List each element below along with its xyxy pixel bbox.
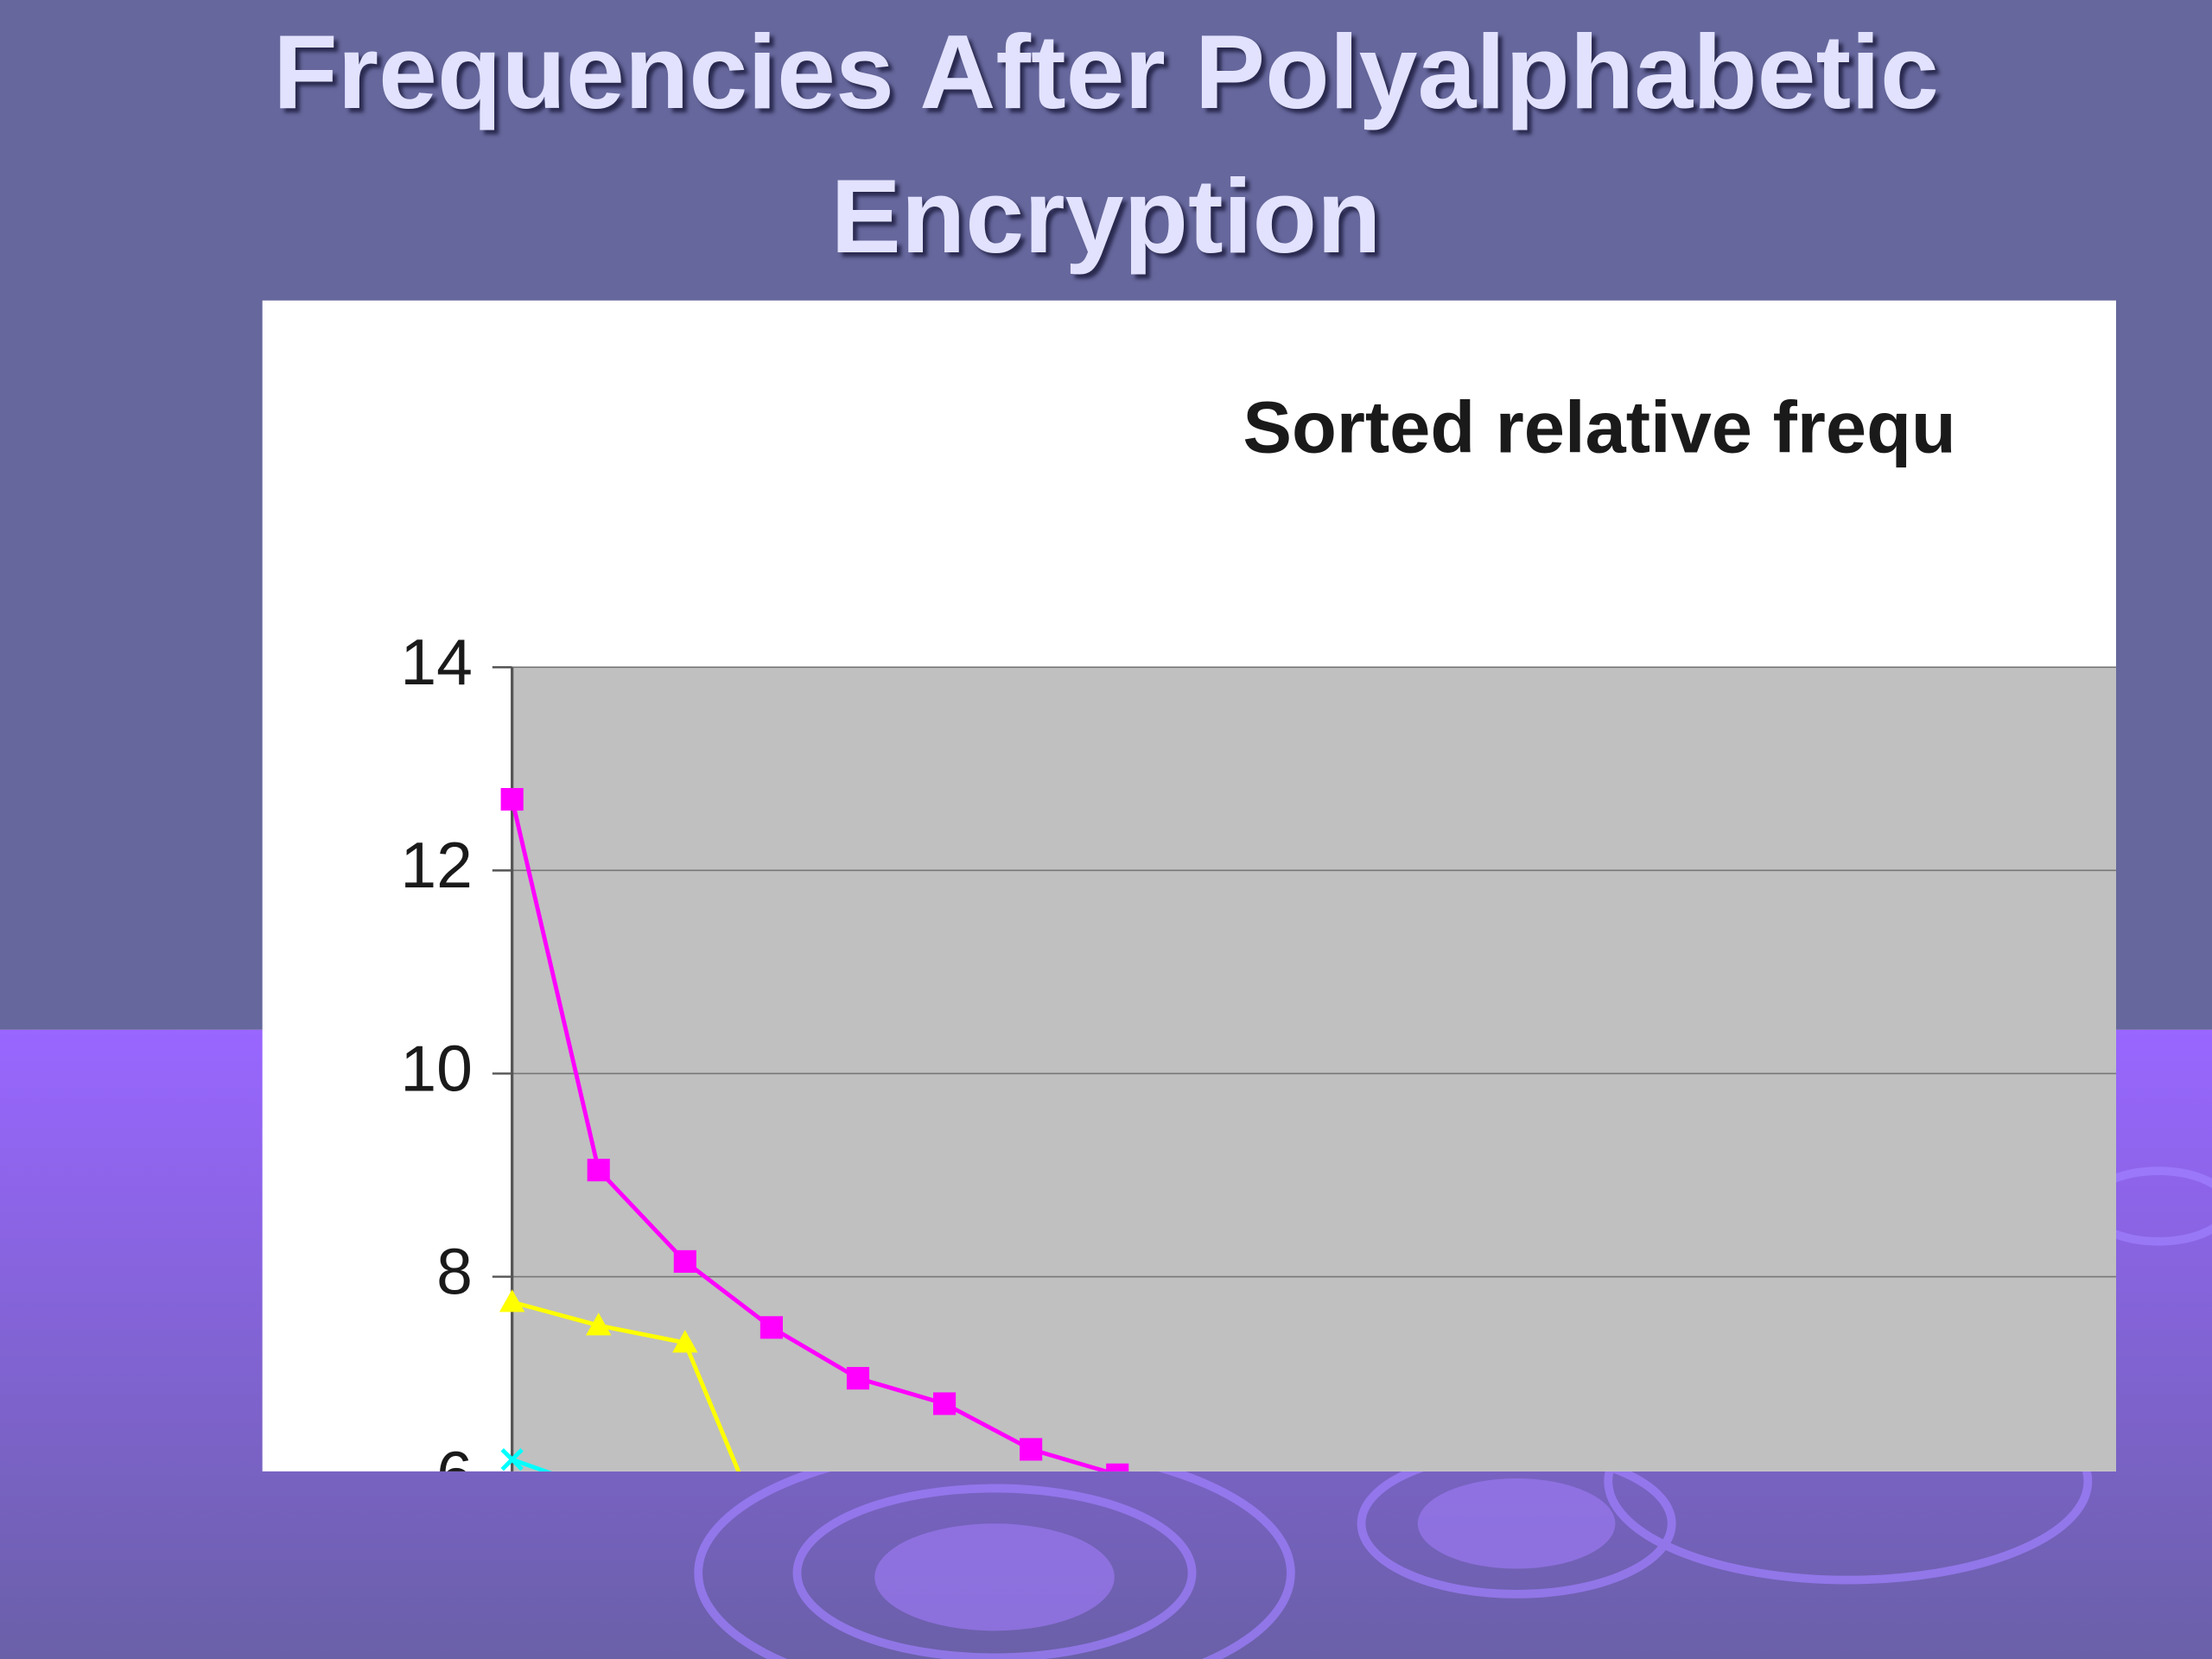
- marker: [586, 1313, 612, 1336]
- marker: [587, 1159, 610, 1182]
- chart-title: Sorted relative frequ: [1243, 386, 1955, 468]
- marker: [500, 1447, 524, 1471]
- marker: [846, 1367, 870, 1390]
- slide-title: Frequencies After Polyalphabetic Encrypt…: [273, 13, 1939, 275]
- y-tick-label: 10: [400, 1032, 473, 1104]
- marker: [673, 1249, 696, 1273]
- series-line: [511, 1457, 552, 1471]
- chart: Sorted relative frequ 6 8 10 12 14: [400, 386, 2116, 1510]
- marker: [933, 1392, 957, 1415]
- marker: [499, 1289, 525, 1313]
- marker: [760, 1316, 783, 1339]
- marker: [1106, 1463, 1129, 1471]
- y-tick-label: 8: [436, 1235, 473, 1307]
- marker: [1020, 1438, 1043, 1461]
- y-tick-label: 6: [436, 1438, 473, 1510]
- y-tick-label: 14: [400, 626, 473, 698]
- marker: [672, 1330, 698, 1353]
- series-line: [512, 1300, 741, 1471]
- marker: [500, 787, 524, 811]
- y-tick-label: 12: [400, 829, 473, 901]
